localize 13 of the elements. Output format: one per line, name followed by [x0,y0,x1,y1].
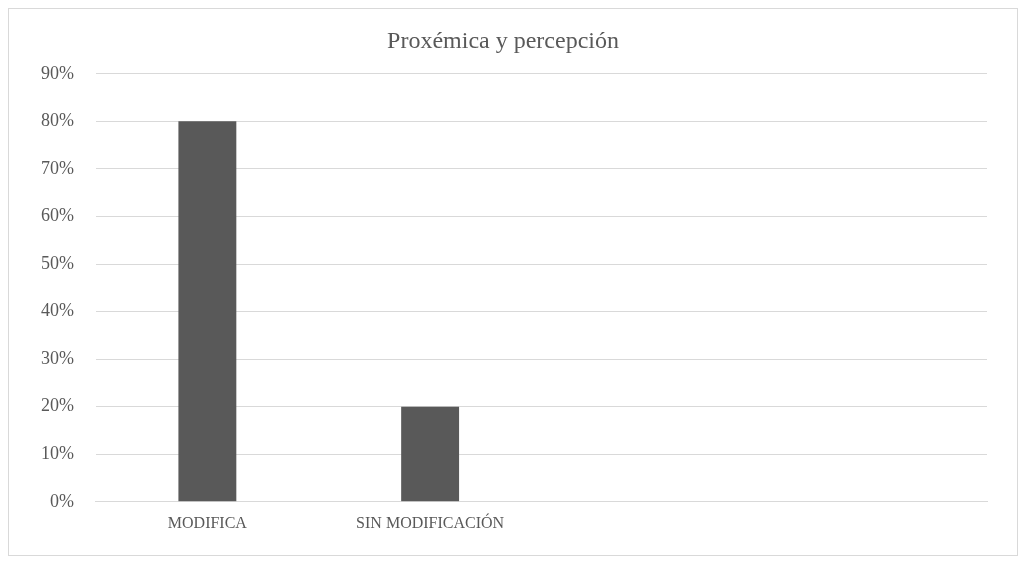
y-tick-label: 0% [49,490,74,511]
y-tick-label: 50% [40,252,74,273]
y-tick-label: 40% [40,300,74,321]
y-tick-label: 30% [40,347,74,368]
chart-title: Proxémica y percepción [387,26,619,53]
x-tick-label: MODIFICA [167,513,248,531]
y-tick-label: 70% [40,157,74,178]
y-tick-label: 80% [40,110,74,131]
y-tick-label: 10% [40,442,74,463]
y-tick-label: 90% [40,62,74,83]
y-tick-label: 60% [40,205,74,226]
y-tick-label: 20% [40,395,74,416]
x-tick-label: SIN MODIFICACIÓN [356,512,505,531]
